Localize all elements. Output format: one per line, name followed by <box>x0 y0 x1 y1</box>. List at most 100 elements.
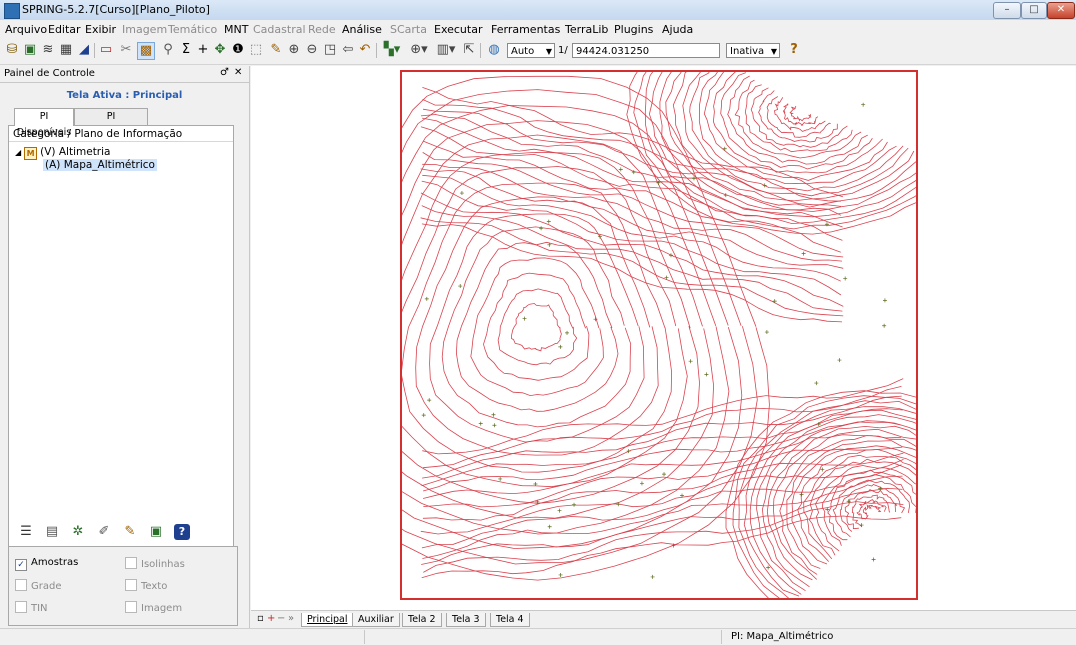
sample-point <box>843 276 848 281</box>
grid-icon[interactable]: ▦ <box>59 42 73 57</box>
tab-tela-3[interactable]: Tela 3 <box>446 613 486 627</box>
menu-tematico[interactable]: Temático <box>168 23 218 36</box>
menu-scarta[interactable]: SCarta <box>390 23 427 36</box>
menu-arquivo[interactable]: Arquivo <box>5 23 48 36</box>
sample-point <box>458 284 463 289</box>
next-screen-icon[interactable]: » <box>288 613 295 624</box>
tab-principal[interactable]: Principal <box>301 613 354 627</box>
sample-point <box>668 253 673 258</box>
checkbox-texto[interactable]: Texto <box>125 579 167 592</box>
layers-icon[interactable]: ≋ <box>42 42 54 57</box>
display-mode-select[interactable]: Auto ▼ <box>507 43 555 58</box>
tab-tela-4[interactable]: Tela 4 <box>490 613 530 627</box>
sample-point <box>547 524 552 529</box>
tab-pi-selecionados[interactable]: PI Selecionados <box>74 108 148 138</box>
state-select[interactable]: Inativa ▼ <box>726 43 780 58</box>
first-screen-icon[interactable]: ▫ <box>257 613 264 624</box>
menu-executar[interactable]: Executar <box>434 23 483 36</box>
legend-icon[interactable]: ▣ <box>149 524 163 539</box>
contour-line <box>839 484 906 532</box>
tree-header: Categoria / Plano de Informação <box>9 126 233 142</box>
sample-point <box>801 251 806 256</box>
checkbox-isolinhas[interactable]: Isolinhas <box>125 557 185 570</box>
map-frame[interactable] <box>400 70 918 600</box>
tree-category-label: (V) Altimetria <box>40 146 111 158</box>
query-icon[interactable]: ⚲ <box>163 42 173 57</box>
contour-line <box>720 72 873 170</box>
project-icon[interactable]: ▣ <box>23 42 37 57</box>
sample-point <box>539 226 544 231</box>
database-icon[interactable]: ⛁ <box>6 42 18 57</box>
table-icon[interactable]: ▤ <box>45 524 59 539</box>
display-icon[interactable]: ▥▾ <box>436 42 456 57</box>
zoom-area-icon[interactable]: ◳ <box>323 42 337 57</box>
sample-point <box>639 481 644 486</box>
menu-exibir[interactable]: Exibir <box>85 23 117 36</box>
minimize-button[interactable]: – <box>993 2 1021 19</box>
maximize-button[interactable]: □ <box>1021 2 1047 19</box>
expand-triangle-icon[interactable]: ◢ <box>15 148 22 157</box>
model-icon[interactable]: ▩ <box>137 42 155 60</box>
eraser-icon[interactable]: ◢ <box>79 42 89 57</box>
help-panel-icon[interactable]: ? <box>174 524 190 540</box>
menu-terralib[interactable]: TerraLib <box>565 23 609 36</box>
frame-icon[interactable]: ▭ <box>99 42 113 57</box>
edit-icon[interactable]: ✐ <box>98 524 110 539</box>
checkbox-imagem[interactable]: Imagem <box>125 601 182 614</box>
checkbox-amostras[interactable]: ✓ Amostras <box>15 557 78 571</box>
menu-mnt[interactable]: MNT <box>224 23 249 36</box>
contour-line <box>402 166 688 488</box>
sigma-icon[interactable]: Σ <box>181 42 191 57</box>
contour-line <box>766 425 916 581</box>
add-icon[interactable]: + <box>197 42 209 57</box>
checkbox-tin[interactable]: TIN <box>15 601 48 614</box>
menu-analise[interactable]: Análise <box>342 23 382 36</box>
checkbox-grade[interactable]: Grade <box>15 579 62 592</box>
menu-plugins[interactable]: Plugins <box>614 23 654 36</box>
float-panel-icon[interactable]: ♂ <box>220 67 229 78</box>
contour-map[interactable] <box>402 72 916 598</box>
menu-ajuda[interactable]: Ajuda <box>662 23 694 36</box>
close-panel-icon[interactable]: ✕ <box>234 67 243 78</box>
sample-point <box>546 219 551 224</box>
tab-auxiliar[interactable]: Auxiliar <box>352 613 400 627</box>
tab-tela-2[interactable]: Tela 2 <box>402 613 442 627</box>
tree-category-altimetria[interactable]: ◢ M (V) Altimetria <box>15 146 110 160</box>
undo-icon[interactable]: ↶ <box>359 42 371 57</box>
sample-point <box>498 476 503 481</box>
contour-line <box>402 134 715 519</box>
contour-line <box>420 217 844 317</box>
visual-icon[interactable]: ✲ <box>72 524 84 539</box>
contour-line <box>470 257 604 397</box>
back-icon[interactable]: ⇦ <box>342 42 354 57</box>
select-icon[interactable]: ⬚ <box>249 42 263 57</box>
zoom-in-icon[interactable]: ⊕ <box>288 42 300 57</box>
zoom-plus-icon[interactable]: ⊕▾ <box>410 42 428 57</box>
cursor-icon[interactable]: ⇱ <box>463 42 475 57</box>
menu-ferramentas[interactable]: Ferramentas <box>491 23 561 36</box>
list-icon[interactable]: ☰ <box>20 524 32 539</box>
map-canvas[interactable] <box>251 66 1076 610</box>
menu-imagem[interactable]: Imagem <box>122 23 168 36</box>
remove-screen-icon[interactable]: − <box>277 613 286 624</box>
tab-pi-disponiveis[interactable]: PI Disponíveis <box>14 108 74 138</box>
pan-icon[interactable]: ✥ <box>214 42 226 57</box>
zoom-out-icon[interactable]: ⊖ <box>306 42 318 57</box>
palette-icon[interactable]: ◍ <box>488 42 500 57</box>
pencil-icon[interactable]: ✎ <box>270 42 282 57</box>
menu-editar[interactable]: Editar <box>48 23 81 36</box>
contour-line <box>821 469 916 546</box>
color-icon[interactable]: ▚▾ <box>383 42 401 57</box>
info-icon[interactable]: ❶ <box>232 42 244 57</box>
draw-icon[interactable]: ✎ <box>124 524 136 539</box>
add-screen-icon[interactable]: + <box>267 613 276 624</box>
close-button[interactable]: ✕ <box>1047 2 1075 19</box>
menu-rede[interactable]: Rede <box>308 23 336 36</box>
contour-line <box>832 479 910 538</box>
help-icon[interactable]: ? <box>790 42 798 57</box>
contour-line <box>422 174 841 282</box>
scale-input[interactable]: 94424.031250 <box>572 43 720 58</box>
tree-plane-mapa-altimetrico[interactable]: (A) Mapa_Altimétrico <box>43 159 157 171</box>
menu-cadastral[interactable]: Cadastral <box>253 23 306 36</box>
cut-icon[interactable]: ✂ <box>120 42 132 57</box>
